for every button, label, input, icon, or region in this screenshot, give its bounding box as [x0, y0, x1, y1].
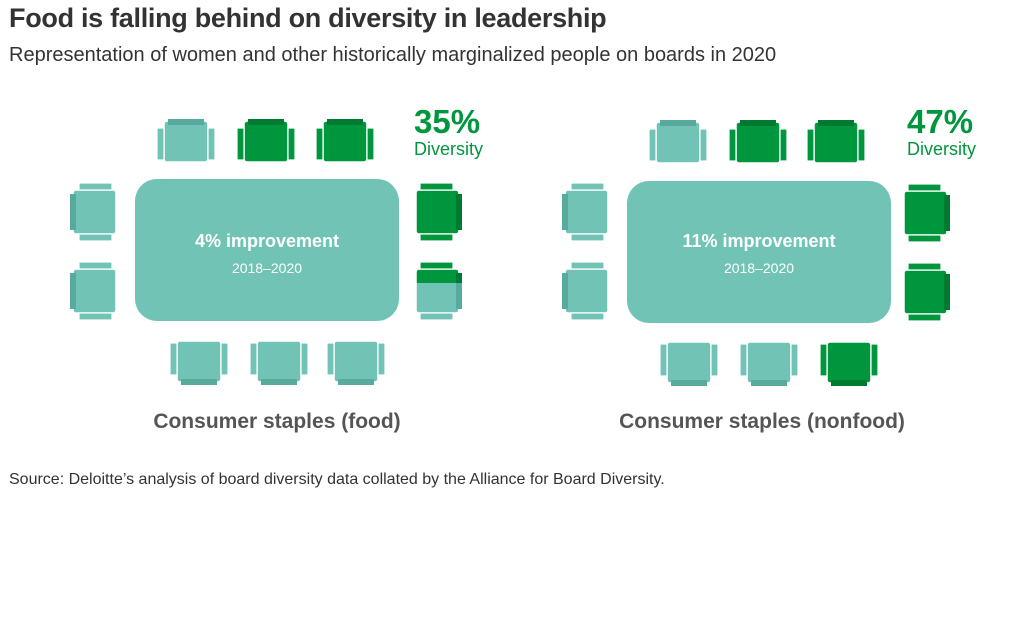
seating-pictogram-nonfood [562, 120, 950, 386]
seat-bottom-1-other [659, 341, 719, 386]
seat-top-3-diverse [806, 120, 866, 164]
seat-top-2-diverse [728, 120, 788, 164]
seat-top-2-diverse [236, 119, 296, 163]
category-label: Consumer staples (food) [153, 410, 401, 433]
seat-top-1-other [648, 120, 708, 164]
diversity-label: Diversity [414, 139, 484, 159]
chart-title: Food is falling behind on diversity in l… [9, 3, 607, 33]
source-note: Source: Deloitte’s analysis of board div… [9, 471, 665, 488]
seat-left-1-other [562, 182, 609, 242]
seat-bottom-2-other [249, 340, 309, 385]
period-label: 2018–2020 [231, 260, 303, 276]
seat-bottom-3-diverse [819, 341, 879, 386]
board-table [627, 181, 891, 323]
board-table [135, 179, 399, 321]
period-label: 2018–2020 [723, 260, 795, 276]
seat-right-1-diverse [903, 183, 950, 243]
improvement-label: 4% improvement [194, 231, 340, 251]
diversity-label: Diversity [907, 139, 977, 159]
seat-right-2-diverse [903, 262, 950, 322]
seat-bottom-3-other [326, 340, 386, 385]
seat-bottom-2-other [739, 341, 799, 386]
improvement-label: 11% improvement [682, 231, 836, 251]
seat-right-2-partial [415, 261, 462, 321]
seat-top-3-diverse [315, 119, 375, 163]
seat-left-2-other [562, 261, 609, 321]
seat-bottom-1-other [169, 340, 229, 385]
seat-right-1-diverse [415, 182, 462, 242]
chart-subtitle: Representation of women and other histor… [9, 44, 777, 66]
seat-top-1-other [156, 119, 216, 163]
seat-left-1-other [70, 182, 117, 242]
seating-pictogram-food [70, 119, 462, 385]
diversity-percent: 35% [414, 103, 481, 140]
seat-left-2-other [70, 261, 117, 321]
panel-nonfood: 47% Diversity 11% improvement 2018–2020 … [552, 100, 1002, 445]
panel-food: 35% Diversity 4% improvement 2018–2020 C… [60, 100, 510, 445]
diversity-percent: 47% [907, 103, 974, 140]
category-label: Consumer staples (nonfood) [619, 410, 905, 433]
